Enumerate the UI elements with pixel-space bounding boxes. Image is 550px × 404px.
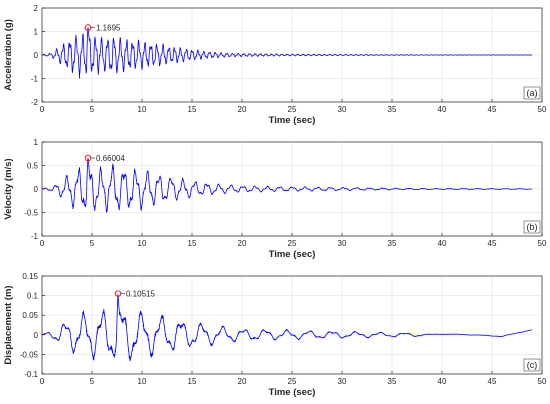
peak-value-label: 0.66004 [96, 154, 125, 163]
x-tick-label: 30 [338, 377, 347, 386]
x-tick-label: 5 [90, 105, 95, 114]
peak-marker [114, 290, 122, 297]
axes-box [41, 141, 543, 237]
x-tick-label: 25 [288, 377, 297, 386]
x-tick-label: 50 [538, 105, 547, 114]
y-tick-label: -1 [31, 232, 39, 241]
x-tick-label: 35 [388, 105, 397, 114]
peak-value-label: 1.1695 [96, 24, 121, 33]
x-tick-label: 45 [488, 105, 497, 114]
x-tick-label: 35 [388, 377, 397, 386]
y-tick-label: 0.5 [27, 162, 39, 171]
x-axis-title: Time (sec) [269, 115, 316, 126]
series-line [41, 157, 533, 213]
x-tick-label: 40 [438, 105, 447, 114]
x-tick-label: 40 [438, 377, 447, 386]
y-tick-label: 0.05 [22, 311, 38, 320]
peak-marker [84, 154, 92, 162]
peak-value-label: 0.10515 [126, 290, 155, 299]
y-axis-title: Displacement (m) [3, 285, 14, 364]
x-tick-label: 50 [538, 377, 547, 386]
x-tick-label: 45 [488, 377, 497, 386]
x-tick-label: 40 [438, 239, 447, 248]
x-tick-label: 30 [338, 239, 347, 248]
x-tick-label: 20 [238, 377, 247, 386]
x-tick-label: 10 [138, 105, 147, 114]
series-line [41, 294, 533, 362]
x-tick-label: 30 [338, 105, 347, 114]
chart-panel-1: 0 5 10 15 20 25 30 35 40 45 50 -2 -1 0 1 2 1.1695 (a) Time… [3, 4, 547, 126]
x-tick-label: 35 [388, 239, 397, 248]
panel-tag-box [523, 220, 541, 234]
y-axis-title: Acceleration (g) [3, 19, 14, 91]
x-tick-label: 0 [40, 239, 45, 248]
peak-marker [84, 24, 92, 31]
y-tick-label: -0.05 [20, 350, 39, 359]
x-tick-label: 10 [138, 239, 147, 248]
x-tick-label: 25 [288, 239, 297, 248]
y-tick-label: 0 [34, 185, 39, 194]
x-tick-label: 25 [288, 105, 297, 114]
y-tick-label: -0.5 [24, 209, 38, 218]
chart-panel-2: 0 5 10 15 20 25 30 35 40 45 50 -1 -0.5 0 0.5 1 0.66004 (b… [3, 138, 547, 260]
series-line [41, 27, 533, 79]
y-tick-label: -1 [31, 75, 39, 84]
x-tick-label: 15 [188, 105, 197, 114]
x-tick-label: 50 [538, 239, 547, 248]
y-tick-label: 1 [34, 138, 39, 147]
axes-box [41, 275, 543, 375]
axes-box [41, 7, 543, 103]
panel-tag-label: (b) [527, 222, 538, 232]
y-tick-label: 1 [34, 28, 39, 37]
y-tick-label: 2 [34, 4, 39, 13]
y-axis-title: Velocity (m/s) [3, 158, 14, 219]
x-tick-label: 15 [188, 239, 197, 248]
y-tick-label: 0 [34, 51, 39, 60]
x-axis-title: Time (sec) [269, 249, 316, 260]
x-tick-label: 5 [90, 377, 95, 386]
y-tick-label: 0 [34, 331, 39, 340]
chart-panel-3: 0 5 10 15 20 25 30 35 40 45 50 -0.1 -0.05 0 0.05 0.1 0.1… [3, 272, 547, 398]
y-tick-label: 0.15 [22, 272, 38, 281]
x-tick-label: 0 [40, 377, 45, 386]
x-tick-label: 0 [40, 105, 45, 114]
x-axis-title: Time (sec) [269, 387, 316, 398]
x-tick-label: 20 [238, 239, 247, 248]
x-tick-label: 10 [138, 377, 147, 386]
panel-tag-label: (c) [527, 360, 538, 370]
x-tick-label: 45 [488, 239, 497, 248]
x-tick-label: 15 [188, 377, 197, 386]
y-tick-label: -0.1 [24, 370, 38, 379]
y-tick-label: 0.1 [27, 292, 39, 301]
x-tick-label: 5 [90, 239, 95, 248]
panel-tag-label: (a) [527, 88, 538, 98]
panel-tag-box [523, 358, 541, 372]
y-tick-label: -2 [31, 98, 39, 107]
x-tick-label: 20 [238, 105, 247, 114]
panel-tag-box [523, 86, 541, 100]
